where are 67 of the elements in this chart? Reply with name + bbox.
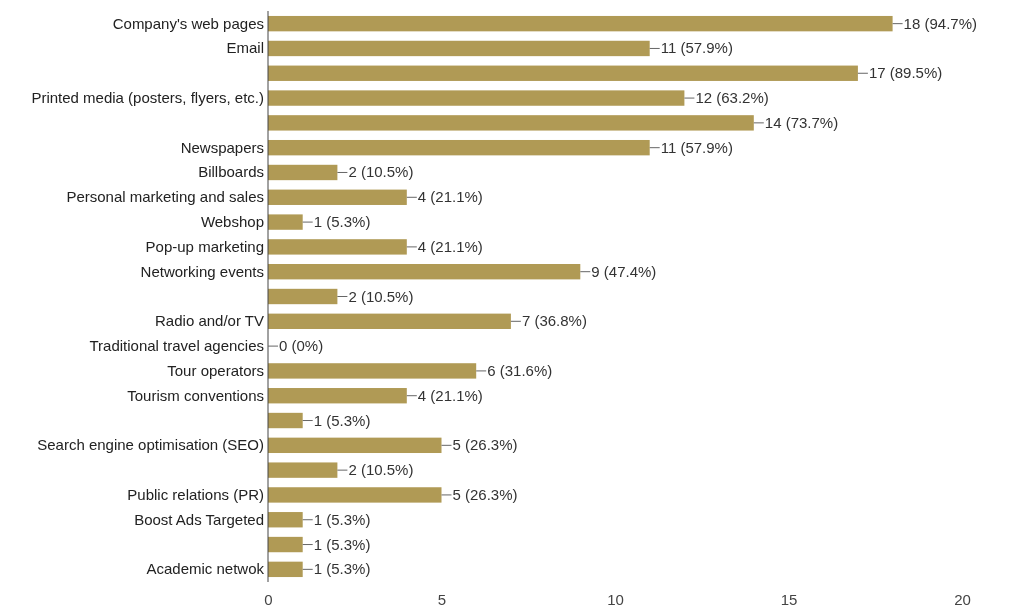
data-label: 4 (21.1%) <box>417 237 483 255</box>
bar <box>268 536 303 553</box>
bar <box>268 388 407 404</box>
data-label: 2 (10.5%) <box>348 163 414 181</box>
data-label: 18 (94.7%) <box>903 14 977 32</box>
data-label: 1 (5.3%) <box>313 510 371 528</box>
bar <box>268 239 407 255</box>
x-tick-label: 15 <box>780 590 798 608</box>
bar <box>268 139 650 156</box>
data-label: 1 (5.3%) <box>313 213 371 231</box>
y-tick-label: Webshop <box>200 213 264 231</box>
y-tick-label: Pop-up marketing <box>145 237 264 255</box>
data-label: 2 (10.5%) <box>348 287 414 305</box>
data-label: 1 (5.3%) <box>313 535 371 553</box>
y-tick-label: Personal marketing and sales <box>66 188 264 206</box>
bar <box>268 412 303 429</box>
y-tick-label: Networking events <box>140 262 264 280</box>
data-label: 9 (47.4%) <box>591 262 657 280</box>
y-tick-label: Traditional travel agencies <box>89 337 264 355</box>
y-tick-label: Company's web pages <box>112 14 264 32</box>
x-tick-label: 10 <box>607 590 624 608</box>
y-tick-label: Tour operators <box>167 361 264 379</box>
bar <box>268 437 442 454</box>
bar <box>268 189 407 205</box>
bar <box>268 115 754 131</box>
x-tick-label: 20 <box>954 590 971 608</box>
data-label: 14 (73.7%) <box>764 113 839 131</box>
y-tick-label: Radio and/or TV <box>155 312 264 330</box>
y-tick-label: Academic netwok <box>146 560 265 578</box>
x-tick-label: 0 <box>264 590 273 608</box>
y-tick-label: Newspapers <box>180 138 264 156</box>
bar <box>268 90 685 106</box>
y-tick-label: Billboards <box>198 163 264 181</box>
bar <box>268 164 338 181</box>
bar <box>268 313 511 329</box>
data-label: 17 (89.5%) <box>868 64 943 82</box>
y-tick-label: Tourism conventions <box>127 386 264 404</box>
bar <box>268 487 442 503</box>
data-label: 2 (10.5%) <box>348 461 414 479</box>
bar <box>268 214 303 230</box>
bar <box>268 288 338 305</box>
bar <box>268 561 303 578</box>
data-label: 12 (63.2%) <box>695 89 769 107</box>
data-label: 11 (57.9%) <box>660 138 733 156</box>
data-label: 1 (5.3%) <box>313 560 371 578</box>
y-tick-label: Public relations (PR) <box>127 485 264 503</box>
bar <box>268 15 893 32</box>
y-tick-label: Email <box>226 39 264 57</box>
bar <box>268 40 650 57</box>
data-label: 6 (31.6%) <box>487 361 553 379</box>
y-tick-label: Boost Ads Targeted <box>134 510 264 528</box>
bar <box>268 462 338 478</box>
data-label: 0 (0%) <box>279 337 324 355</box>
data-label: 5 (26.3%) <box>452 485 518 503</box>
data-label: 4 (21.1%) <box>417 386 483 404</box>
data-label: 7 (36.8%) <box>521 312 587 330</box>
y-tick-label: Search engine optimisation (SEO) <box>37 436 264 454</box>
bar <box>268 264 581 280</box>
y-tick-label: Printed media (posters, flyers, etc.) <box>31 89 264 107</box>
data-label: 5 (26.3%) <box>452 436 518 454</box>
x-tick-label: 5 <box>437 590 447 608</box>
data-label: 1 (5.3%) <box>313 411 371 429</box>
bar <box>268 363 477 379</box>
data-label: 4 (21.1%) <box>417 188 483 206</box>
bar <box>268 65 858 81</box>
data-label: 11 (57.9%) <box>660 39 733 57</box>
bar <box>268 512 303 528</box>
